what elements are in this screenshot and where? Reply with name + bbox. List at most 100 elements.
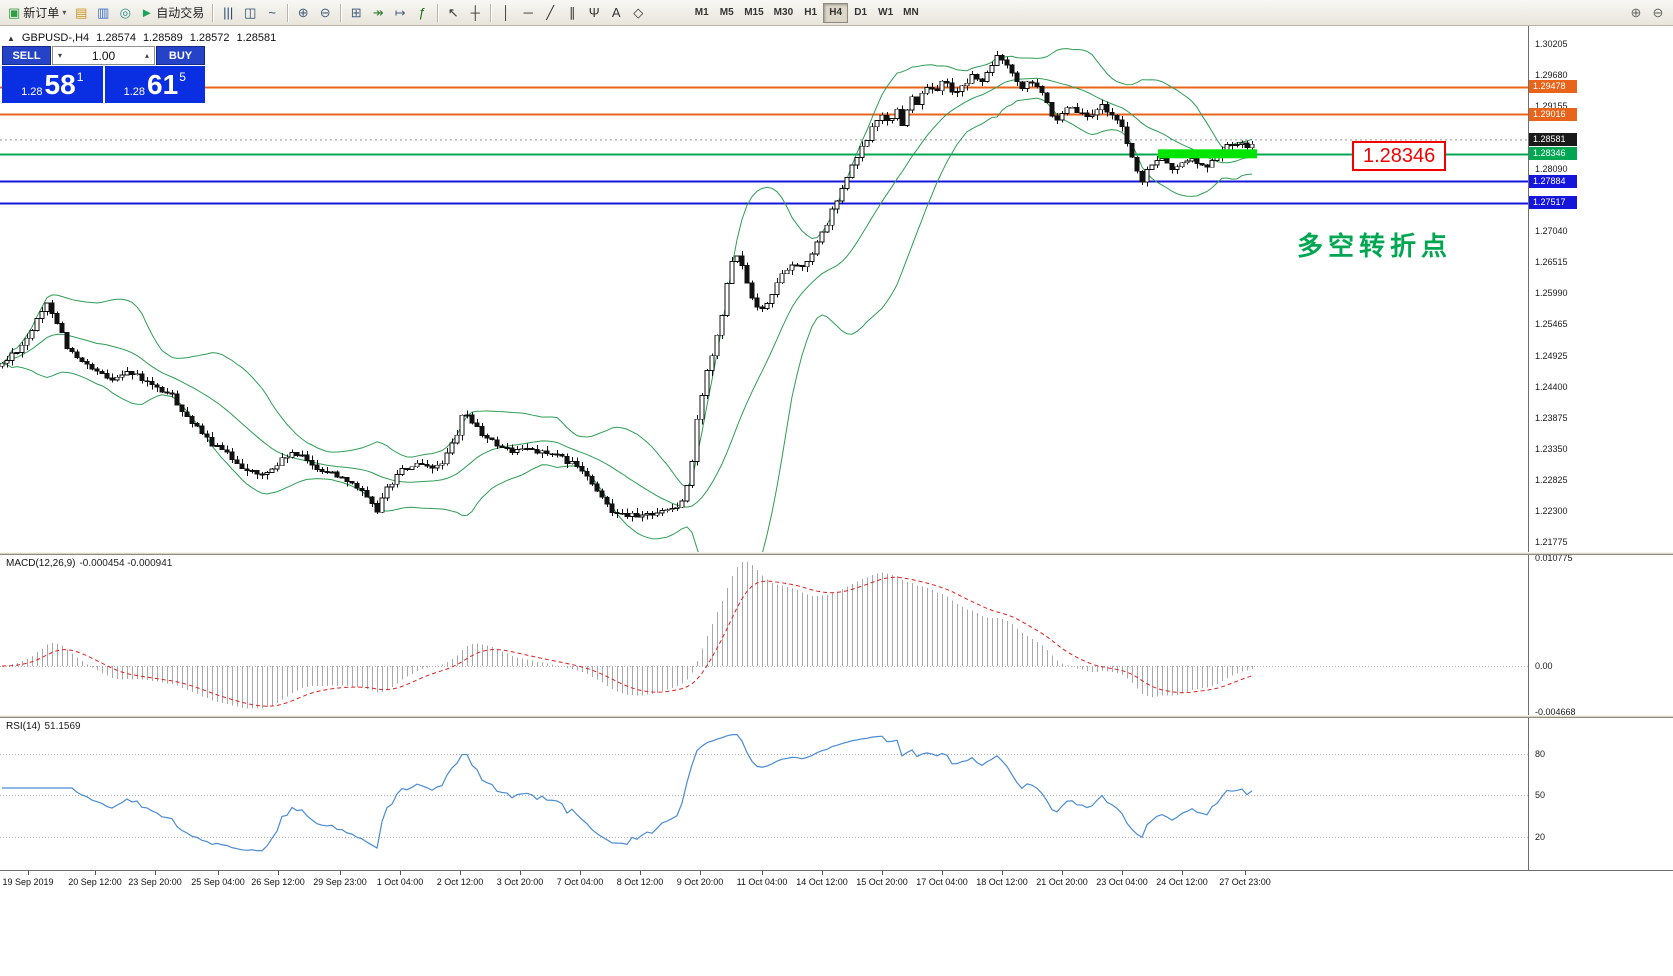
timeframe-h4-button[interactable]: H4 (823, 2, 849, 23)
time-axis-label: 1 Oct 04:00 (376, 877, 424, 887)
data-window-icon: ◎ (119, 5, 131, 20)
panel-splitter[interactable] (0, 715, 1673, 718)
time-tick (1062, 871, 1063, 875)
timeframe-h1-button[interactable]: H1 (798, 3, 823, 23)
time-tick (155, 871, 156, 875)
timeframe-m30-button[interactable]: M30 (769, 3, 798, 23)
main-chart-canvas[interactable] (0, 26, 1528, 552)
time-axis-label: 20 Sep 12:00 (68, 877, 122, 887)
chart-window: ▲ GBPUSD-,H4 1.28574 1.28589 1.28572 1.2… (0, 26, 1673, 976)
timeframe-d1-button[interactable]: D1 (848, 3, 873, 23)
volume-control[interactable]: ▾ 1.00 ▴ (52, 46, 155, 65)
panel-splitter[interactable] (0, 552, 1673, 555)
symbol-name: GBPUSD-,H4 (21, 32, 90, 44)
time-axis[interactable]: 19 Sep 2019 20 Sep 12:00 23 Sep 20:00 25 Se… (0, 870, 1673, 890)
candle-chart-mode-icon: ◫ (244, 5, 257, 20)
text-tool-icon: A (611, 5, 621, 20)
autotrading-button[interactable]: ► 自动交易 (136, 2, 208, 24)
market-watch-icon: ▥ (97, 5, 110, 20)
time-tick (700, 871, 701, 875)
volume-decrease-icon[interactable]: ▾ (57, 51, 62, 60)
sell-price-button[interactable]: 1.28 58 1 (2, 66, 103, 103)
line-chart-mode-button[interactable]: ~ (261, 2, 283, 24)
zoom-out-button[interactable]: ⊖ (314, 2, 336, 24)
magnifier-minus-button[interactable]: ⊖ (1647, 2, 1669, 24)
timeframe-m1-button[interactable]: M1 (689, 3, 714, 23)
chart-shift-button[interactable]: ↦ (389, 2, 411, 24)
zoom-in-button[interactable]: ⊕ (292, 2, 314, 24)
channel-button[interactable]: ∥ (561, 2, 583, 24)
timeframe-mn-button[interactable]: MN (898, 3, 924, 23)
arrows-tool-button[interactable]: ◇ (627, 2, 649, 24)
buy-button[interactable]: BUY (156, 46, 205, 65)
sell-price-big: 58 (44, 68, 76, 100)
volume-increase-icon[interactable]: ▴ (144, 51, 149, 60)
buy-price-button[interactable]: 1.28 61 5 (104, 66, 205, 103)
rsi-line (2, 733, 1253, 852)
macd-indicator-label: MACD(12,26,9) -0.000454 -0.000941 (6, 558, 173, 569)
toolbar-separator (490, 3, 492, 22)
time-axis-label: 21 Oct 20:00 (1036, 877, 1088, 887)
auto-scroll-button[interactable]: ↠ (367, 2, 389, 24)
timeframe-w1-button[interactable]: W1 (873, 3, 898, 23)
toolbar-separator (212, 3, 214, 22)
time-tick (580, 871, 581, 875)
text-tool-button[interactable]: A (605, 2, 627, 24)
magnifier-plus-icon: ⊕ (1630, 5, 1642, 20)
market-watch-button[interactable]: ▥ (92, 2, 114, 24)
macd-panel[interactable]: MACD(12,26,9) -0.000454 -0.000941 (0, 555, 1528, 715)
vertical-line-button[interactable]: │ (495, 2, 517, 24)
price-annotation[interactable]: 1.28346 (1352, 140, 1447, 171)
time-tick (1002, 871, 1003, 875)
axis-label: 1.25990 (1535, 287, 1568, 298)
cursor-button[interactable]: ↖ (442, 2, 464, 24)
chart-shift-icon: ↦ (394, 5, 406, 20)
macd-canvas[interactable] (0, 555, 1528, 715)
trendline-icon: ╱ (546, 5, 555, 20)
fibonacci-button[interactable]: Ψ (583, 2, 605, 24)
time-tick (1182, 871, 1183, 875)
crosshair-button[interactable]: ┼ (464, 2, 486, 24)
zoom-in-icon: ⊕ (297, 5, 309, 20)
price-tag: 1.29478 (1529, 80, 1577, 94)
price-axis[interactable]: 1.302051.296801.291551.286301.280901.275… (1528, 26, 1673, 870)
time-tick (28, 871, 29, 875)
toolbar-separator (287, 3, 289, 22)
turning-point-annotation[interactable]: 多空转折点 (1297, 226, 1452, 263)
time-axis-label: 7 Oct 04:00 (556, 877, 604, 887)
vertical-line-icon: │ (502, 5, 511, 20)
buy-price-big: 61 (147, 68, 179, 100)
time-tick (95, 871, 96, 875)
data-window-button[interactable]: ◎ (114, 2, 136, 24)
sell-button[interactable]: SELL (2, 46, 51, 65)
axis-label: 0.010775 (1535, 553, 1573, 563)
volume-input[interactable]: 1.00 (91, 48, 116, 63)
time-tick (340, 871, 341, 875)
new-order-button[interactable]: ▣ 新订单 ▾ (4, 2, 70, 24)
main-chart-panel[interactable]: ▲ GBPUSD-,H4 1.28574 1.28589 1.28572 1.2… (0, 26, 1528, 552)
rsi-panel[interactable]: RSI(14) 51.1569 (0, 718, 1528, 870)
horizontal-line-icon: ─ (523, 5, 533, 20)
tile-windows-button[interactable]: ⊞ (345, 2, 367, 24)
axis-label: 0.00 (1535, 661, 1553, 671)
price-tag: 1.29016 (1529, 107, 1577, 121)
collapse-icon[interactable]: ▲ (7, 33, 15, 43)
profiles-icon: ▤ (75, 5, 88, 20)
bar-chart-mode-icon: ||| (223, 5, 234, 20)
timeframe-m15-button[interactable]: M15 (739, 3, 768, 23)
trendline-button[interactable]: ╱ (539, 2, 561, 24)
axis-label: 50 (1535, 790, 1546, 801)
toolbar-separator (437, 3, 439, 22)
axis-label: 1.30205 (1535, 39, 1568, 49)
indicators-button[interactable]: ƒ (411, 2, 433, 24)
time-tick (942, 871, 943, 875)
horizontal-line-button[interactable]: ─ (517, 2, 539, 24)
profiles-button[interactable]: ▤ (70, 2, 92, 24)
timeframe-m5-button[interactable]: M5 (714, 3, 739, 23)
magnifier-plus-button[interactable]: ⊕ (1625, 2, 1647, 24)
axis-label: 1.25465 (1535, 318, 1568, 329)
crosshair-icon: ┼ (470, 5, 480, 20)
rsi-canvas[interactable] (0, 718, 1528, 870)
bar-chart-mode-button[interactable]: ||| (217, 2, 239, 24)
candle-chart-mode-button[interactable]: ◫ (239, 2, 261, 24)
